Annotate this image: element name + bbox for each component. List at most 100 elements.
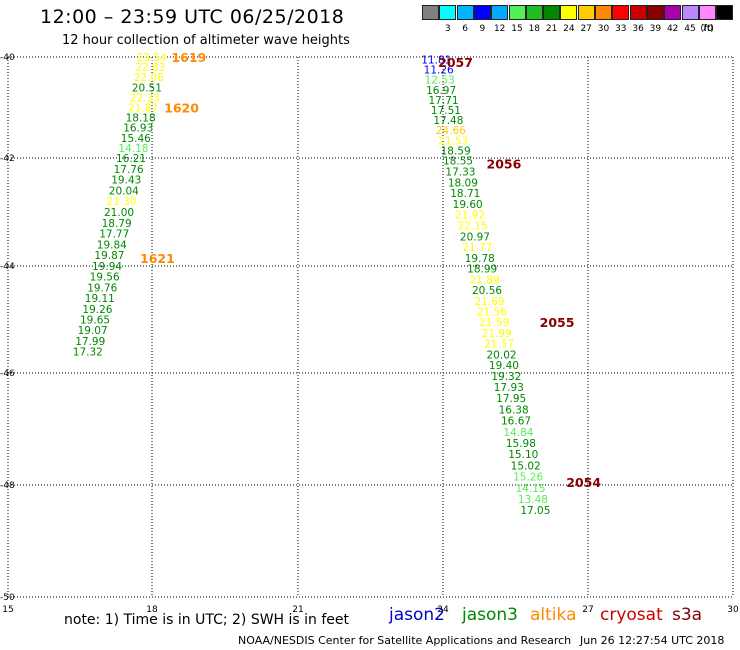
lon-tick-label: 27 bbox=[582, 605, 593, 615]
swh-value-label: 19.60 bbox=[453, 199, 483, 211]
colorbar-label: 70 bbox=[701, 24, 714, 34]
pass-time-label: 1621 bbox=[140, 251, 175, 266]
legend-s3a: s3a bbox=[672, 605, 703, 625]
swh-value-label: 20.51 bbox=[132, 82, 162, 94]
legend-jason2: jason2 bbox=[389, 605, 445, 625]
swh-value-label: 19.94 bbox=[92, 261, 122, 273]
swh-value-label: 21.89 bbox=[470, 274, 500, 286]
axis-ticks: 15 18 21 24 27 30 -40 -42 -44 -46 -48 -50 bbox=[0, 53, 739, 615]
colorbar-swatch bbox=[577, 5, 595, 20]
colorbar-swatch bbox=[716, 5, 734, 20]
pass-time-label: 2055 bbox=[540, 315, 575, 330]
generated-timestamp: Jun 26 12:27:54 UTC 2018 bbox=[580, 634, 725, 647]
swh-value-label: 16.67 bbox=[501, 416, 531, 428]
swh-value-label: 22.83 bbox=[135, 62, 165, 74]
swh-value-label: 21.87 bbox=[128, 103, 158, 115]
swh-value-label: 15.46 bbox=[121, 133, 151, 145]
swh-value-label: 17.99 bbox=[75, 336, 105, 348]
swh-value-label: 19.43 bbox=[111, 175, 141, 187]
lat-tick-label: -40 bbox=[0, 53, 15, 63]
colorbar-swatch bbox=[646, 5, 664, 20]
colorbar-label: 27 bbox=[580, 24, 592, 34]
colorbar-swatch bbox=[491, 5, 509, 20]
swh-value-label: 21.69 bbox=[474, 296, 504, 308]
page-subtitle: 12 hour collection of altimeter wave hei… bbox=[62, 33, 350, 48]
lon-tick-label: 21 bbox=[292, 605, 303, 615]
pass-time-label: 2054 bbox=[566, 475, 601, 490]
swh-value-label: 20.56 bbox=[472, 285, 502, 297]
swh-value-label: 17.71 bbox=[429, 95, 459, 107]
swh-value-label: 15.98 bbox=[506, 438, 536, 450]
swh-value-label: 20.02 bbox=[487, 349, 517, 361]
page-title: 12:00 – 23:59 UTC 06/25/2018 bbox=[40, 6, 345, 28]
colorbar-swatch bbox=[698, 5, 716, 20]
legend-jason3: jason3 bbox=[462, 605, 518, 625]
lon-tick-label: 15 bbox=[2, 605, 13, 615]
swh-value-label: 21.77 bbox=[462, 242, 492, 254]
colorbar-label: 3 bbox=[444, 24, 451, 34]
swh-value-label: 19.56 bbox=[90, 272, 120, 284]
swh-value-label: 19.32 bbox=[491, 371, 521, 383]
colorbar-label: 6 bbox=[462, 24, 468, 34]
swh-value-label: 18.71 bbox=[450, 188, 480, 200]
colorbar-swatch bbox=[473, 5, 491, 20]
lat-tick-label: -46 bbox=[0, 369, 15, 379]
swh-value-label: 17.48 bbox=[433, 115, 463, 127]
swh-value-label: 16.97 bbox=[426, 85, 456, 97]
swh-value-label: 22.15 bbox=[458, 221, 488, 233]
time-labels: 1619 1620 1621 2057 2056 2055 2054 bbox=[140, 50, 601, 490]
swh-value-label: 18.59 bbox=[441, 145, 471, 157]
swh-value-label: 19.26 bbox=[82, 304, 112, 316]
colorbar-swatch bbox=[681, 5, 699, 20]
swh-value-label: 17.95 bbox=[496, 393, 526, 405]
swh-value-label: 15.26 bbox=[513, 472, 543, 484]
swh-value-label: 19.07 bbox=[78, 325, 108, 337]
colorbar-label: 9 bbox=[479, 24, 486, 34]
legend-cryosat: cryosat bbox=[600, 605, 663, 625]
legend-altika: altika bbox=[530, 605, 577, 625]
colorbar-label: 45 bbox=[684, 24, 696, 34]
colorbar-swatch bbox=[543, 5, 561, 20]
swh-value-label: 21.56 bbox=[477, 306, 507, 318]
lon-tick-label: 18 bbox=[146, 605, 158, 615]
swh-value-label: 18.09 bbox=[448, 177, 478, 189]
swh-value-label: 19.78 bbox=[465, 253, 495, 265]
swh-value-label: 21.59 bbox=[479, 317, 509, 329]
swh-value-label: 18.55 bbox=[443, 156, 473, 168]
swh-value-label: 19.65 bbox=[80, 315, 110, 327]
map-grid bbox=[7, 56, 734, 598]
colorbar-label: 33 bbox=[615, 24, 627, 34]
colorbar-label: 36 bbox=[632, 24, 644, 34]
swh-value-label: 17.33 bbox=[445, 167, 475, 179]
credit-line: NOAA/NESDIS Center for Satellite Applica… bbox=[238, 634, 572, 647]
swh-value-label: 22.06 bbox=[134, 72, 164, 84]
swh-value-label: 14.84 bbox=[503, 427, 533, 439]
lat-tick-label: -44 bbox=[0, 262, 15, 272]
swh-value-label: 17.05 bbox=[520, 505, 550, 517]
pass-time-label: 2057 bbox=[438, 55, 473, 70]
pass-time-label: 2056 bbox=[487, 156, 522, 171]
swh-value-label: 18.18 bbox=[126, 113, 156, 125]
swh-value-label: 19.87 bbox=[94, 250, 124, 262]
swh-value-label: 15.02 bbox=[511, 460, 541, 472]
lat-tick-label: -42 bbox=[0, 154, 15, 164]
colorbar-label: 30 bbox=[597, 24, 610, 34]
swh-value-label: 17.76 bbox=[114, 164, 144, 176]
swh-value-label: 17.32 bbox=[73, 347, 103, 359]
swh-value-label: 14.18 bbox=[118, 143, 148, 155]
lon-tick-label: 24 bbox=[437, 605, 449, 615]
swh-value-label: 21.99 bbox=[482, 328, 512, 340]
swh-value-label: 17.77 bbox=[99, 229, 129, 241]
swh-value-label: 21.53 bbox=[438, 135, 468, 147]
swh-value-label: 11.81 bbox=[421, 55, 451, 67]
swh-value-label: 18.79 bbox=[102, 218, 132, 230]
swh-value-label: 22.33 bbox=[130, 92, 160, 104]
swh-value-label: 18.99 bbox=[467, 264, 497, 276]
swh-value-label: 19.40 bbox=[489, 360, 519, 372]
colorbar-swatch bbox=[560, 5, 578, 20]
swh-value-label: 21.30 bbox=[106, 196, 136, 208]
swh-value-label: 19.84 bbox=[97, 239, 127, 251]
pass-time-label: 1620 bbox=[164, 101, 199, 116]
colorbar-units: (ft) bbox=[700, 24, 714, 34]
colorbar-swatch bbox=[422, 5, 439, 20]
